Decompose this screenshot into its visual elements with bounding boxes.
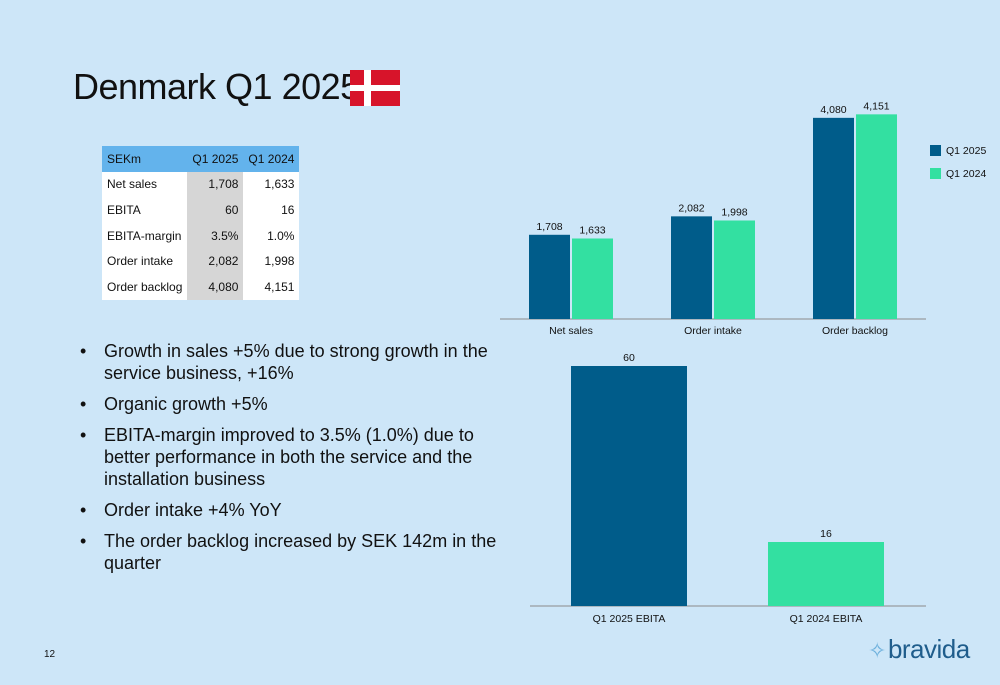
denmark-flag-icon [350, 70, 400, 106]
x-tick-label: Order intake [684, 325, 742, 337]
bullet-text: The order backlog increased by SEK 142m … [104, 531, 497, 573]
page-title: Denmark Q1 2025 [73, 66, 360, 107]
q1-2024-value: 16 [243, 197, 300, 223]
bar-q1-2024 [572, 238, 613, 319]
data-label: 16 [820, 528, 832, 540]
list-item: • EBITA-margin improved to 3.5% (1.0%) du… [80, 425, 474, 489]
row-label: EBITA [102, 197, 188, 223]
bullet-list: • Growth in sales +5% due to strong growt… [80, 340, 520, 583]
table-header-cell: SEKm [102, 146, 188, 172]
bar-q1-2025-ebita [571, 366, 687, 606]
q1-2024-value: 1,633 [243, 171, 300, 198]
row-label: Net sales [102, 171, 188, 198]
data-label: 1,633 [579, 224, 605, 236]
q1-2025-value: 2,082 [187, 248, 244, 274]
list-item: • Growth in sales +5% due to strong growt… [80, 341, 488, 383]
bar-q1-2024 [714, 220, 755, 319]
bravida-logo: ✧bravida [868, 634, 970, 665]
q1-2025-value: 1,708 [187, 171, 244, 198]
table-header-row: SEKm Q1 2025 Q1 2024 [102, 146, 300, 172]
bullet-text: Order intake +4% YoY [104, 500, 282, 520]
row-label: EBITA-margin [102, 222, 188, 249]
bar-q1-2025 [671, 216, 712, 319]
list-item: • Order intake +4% YoY [80, 500, 282, 520]
data-label: 1,708 [536, 221, 562, 233]
bullet-text: EBITA-margin improved to 3.5% (1.0%) due… [104, 425, 474, 489]
legend-label: Q1 2025 [946, 145, 987, 157]
list-item: • Organic growth +5% [80, 394, 268, 414]
q1-2025-value: 3.5% [187, 222, 244, 249]
q1-2024-value: 4,151 [243, 273, 300, 300]
q1-2025-value: 60 [187, 197, 244, 223]
x-tick-label: Net sales [549, 325, 593, 337]
q1-2024-value: 1.0% [243, 222, 300, 249]
data-label: 4,151 [863, 100, 889, 112]
x-tick-label: Q1 2025 EBITA [593, 613, 666, 625]
bullet-text: Organic growth +5% [104, 394, 268, 414]
q1-2025-value: 4,080 [187, 273, 244, 300]
data-label: 4,080 [820, 104, 846, 116]
data-label: 2,082 [678, 202, 704, 214]
bar-q1-2025 [529, 234, 570, 319]
table-row: Net sales 1,708 1,633 [102, 171, 300, 198]
table-row: EBITA 60 16 [102, 197, 300, 223]
table-header-cell: Q1 2025 [187, 146, 244, 172]
x-tick-label: Order backlog [822, 325, 888, 337]
bravida-mark-icon: ✧ [868, 638, 886, 663]
list-item: • The order backlog increased by SEK 142m… [80, 531, 497, 573]
bullet-text: Growth in sales +5% due to strong growth… [104, 341, 488, 383]
kpi-table: SEKm Q1 2025 Q1 2024 Net sales 1,708 1,6… [102, 146, 300, 300]
data-label: 1,998 [721, 206, 747, 218]
legend-q1-2025: Q1 2025 [930, 145, 986, 157]
q1-2024-value: 1,998 [243, 248, 300, 274]
data-label: 60 [623, 352, 635, 364]
legend-label: Q1 2024 [946, 168, 987, 180]
table-header-cell: Q1 2024 [243, 146, 300, 172]
table-row: EBITA-margin 3.5% 1.0% [102, 222, 300, 249]
legend-swatch [930, 145, 941, 156]
legend-swatch [930, 168, 941, 179]
bar-q1-2024-ebita [768, 542, 884, 606]
table-row: Order intake 2,082 1,998 [102, 248, 300, 274]
bar-q1-2025 [813, 117, 854, 319]
brand-name: bravida [887, 634, 970, 664]
bar-q1-2024 [856, 114, 897, 320]
table-row: Order backlog 4,080 4,151 [102, 273, 300, 300]
legend-q1-2024: Q1 2024 [930, 168, 986, 180]
row-label: Order intake [102, 248, 188, 274]
row-label: Order backlog [102, 273, 188, 300]
x-tick-label: Q1 2024 EBITA [790, 613, 863, 625]
page-number: 12 [44, 649, 56, 660]
